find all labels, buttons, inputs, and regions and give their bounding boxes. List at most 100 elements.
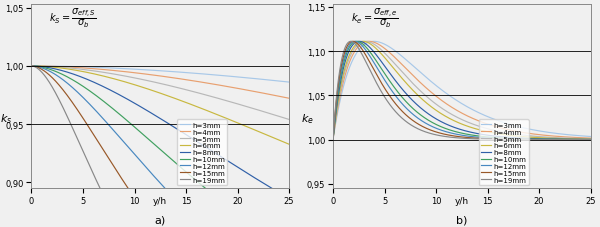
h=6mm	[580, 138, 587, 141]
h=10mm	[455, 131, 462, 134]
h=6mm	[28, 65, 35, 68]
h=10mm	[329, 139, 337, 141]
h=3mm	[286, 81, 293, 84]
h=4mm	[286, 97, 293, 100]
Line: h=19mm: h=19mm	[31, 67, 289, 227]
h=19mm	[580, 139, 587, 141]
h=6mm	[329, 139, 337, 141]
Line: h=4mm: h=4mm	[333, 42, 590, 140]
h=5mm	[448, 114, 455, 116]
Text: a): a)	[155, 214, 166, 224]
h=6mm	[455, 122, 462, 124]
Text: $k_s$: $k_s$	[0, 112, 12, 126]
Line: h=15mm: h=15mm	[31, 67, 289, 227]
Line: h=8mm: h=8mm	[333, 42, 590, 140]
h=15mm	[349, 41, 356, 44]
h=15mm	[343, 48, 350, 50]
h=5mm	[153, 82, 160, 85]
h=4mm	[580, 137, 587, 140]
h=3mm	[146, 69, 154, 72]
h=5mm	[230, 102, 238, 105]
h=15mm	[532, 138, 539, 141]
h=8mm	[532, 138, 539, 141]
h=10mm	[587, 138, 594, 141]
h=4mm	[343, 71, 350, 74]
h=5mm	[455, 117, 462, 120]
h=8mm	[278, 193, 285, 196]
Line: h=4mm: h=4mm	[31, 67, 289, 99]
h=6mm	[587, 138, 594, 141]
h=5mm	[362, 41, 369, 44]
h=8mm	[343, 58, 350, 61]
h=12mm	[343, 51, 350, 54]
h=8mm	[356, 41, 363, 44]
h=15mm	[146, 218, 154, 221]
h=3mm	[278, 81, 285, 83]
h=4mm	[230, 87, 238, 90]
h=10mm	[146, 139, 154, 142]
h=10mm	[343, 54, 350, 57]
Text: y/h: y/h	[153, 196, 167, 205]
h=5mm	[532, 135, 539, 138]
h=3mm	[580, 135, 587, 138]
h=8mm	[587, 138, 594, 141]
h=5mm	[146, 80, 154, 83]
h=12mm	[329, 139, 337, 141]
h=5mm	[587, 138, 594, 141]
h=5mm	[41, 66, 48, 68]
h=4mm	[41, 65, 48, 68]
h=15mm	[455, 136, 462, 138]
h=12mm	[587, 138, 594, 141]
h=10mm	[41, 67, 48, 70]
h=6mm	[278, 140, 285, 143]
h=4mm	[365, 41, 373, 44]
h=8mm	[329, 139, 337, 141]
h=4mm	[278, 96, 285, 99]
h=8mm	[286, 197, 293, 200]
h=12mm	[41, 68, 48, 71]
h=5mm	[343, 67, 350, 69]
h=4mm	[580, 137, 587, 140]
h=15mm	[41, 71, 48, 73]
h=4mm	[448, 106, 455, 109]
h=8mm	[455, 128, 462, 131]
Line: h=10mm: h=10mm	[333, 42, 590, 140]
h=3mm	[278, 81, 285, 83]
Line: h=12mm: h=12mm	[333, 42, 590, 140]
h=8mm	[28, 65, 35, 68]
h=15mm	[448, 135, 455, 137]
h=5mm	[580, 138, 587, 140]
h=4mm	[153, 75, 160, 77]
h=10mm	[580, 138, 587, 141]
h=19mm	[455, 137, 462, 140]
h=15mm	[329, 139, 337, 141]
h=15mm	[587, 138, 594, 141]
h=6mm	[448, 118, 455, 121]
Line: h=5mm: h=5mm	[333, 42, 590, 140]
h=4mm	[146, 74, 154, 77]
h=12mm	[351, 41, 358, 44]
h=10mm	[28, 65, 35, 68]
h=3mm	[230, 76, 238, 79]
h=6mm	[343, 63, 350, 66]
h=19mm	[329, 139, 337, 141]
h=5mm	[278, 116, 285, 119]
h=19mm	[343, 45, 350, 47]
Line: h=5mm: h=5mm	[31, 67, 289, 120]
h=12mm	[153, 178, 160, 181]
h=3mm	[41, 65, 48, 68]
h=5mm	[286, 118, 293, 121]
h=10mm	[353, 41, 360, 44]
Legend: h=3mm, h=4mm, h=5mm, h=6mm, h=8mm, h=10mm, h=12mm, h=15mm, h=19mm: h=3mm, h=4mm, h=5mm, h=6mm, h=8mm, h=10m…	[177, 120, 227, 185]
h=5mm	[278, 116, 285, 119]
h=3mm	[329, 139, 337, 141]
h=10mm	[448, 130, 455, 132]
h=3mm	[153, 70, 160, 73]
Text: $k_e$: $k_e$	[301, 112, 314, 126]
h=12mm	[580, 138, 587, 141]
h=12mm	[448, 132, 455, 135]
h=10mm	[153, 145, 160, 148]
h=3mm	[580, 135, 587, 138]
h=6mm	[532, 137, 539, 139]
Line: h=6mm: h=6mm	[31, 67, 289, 145]
